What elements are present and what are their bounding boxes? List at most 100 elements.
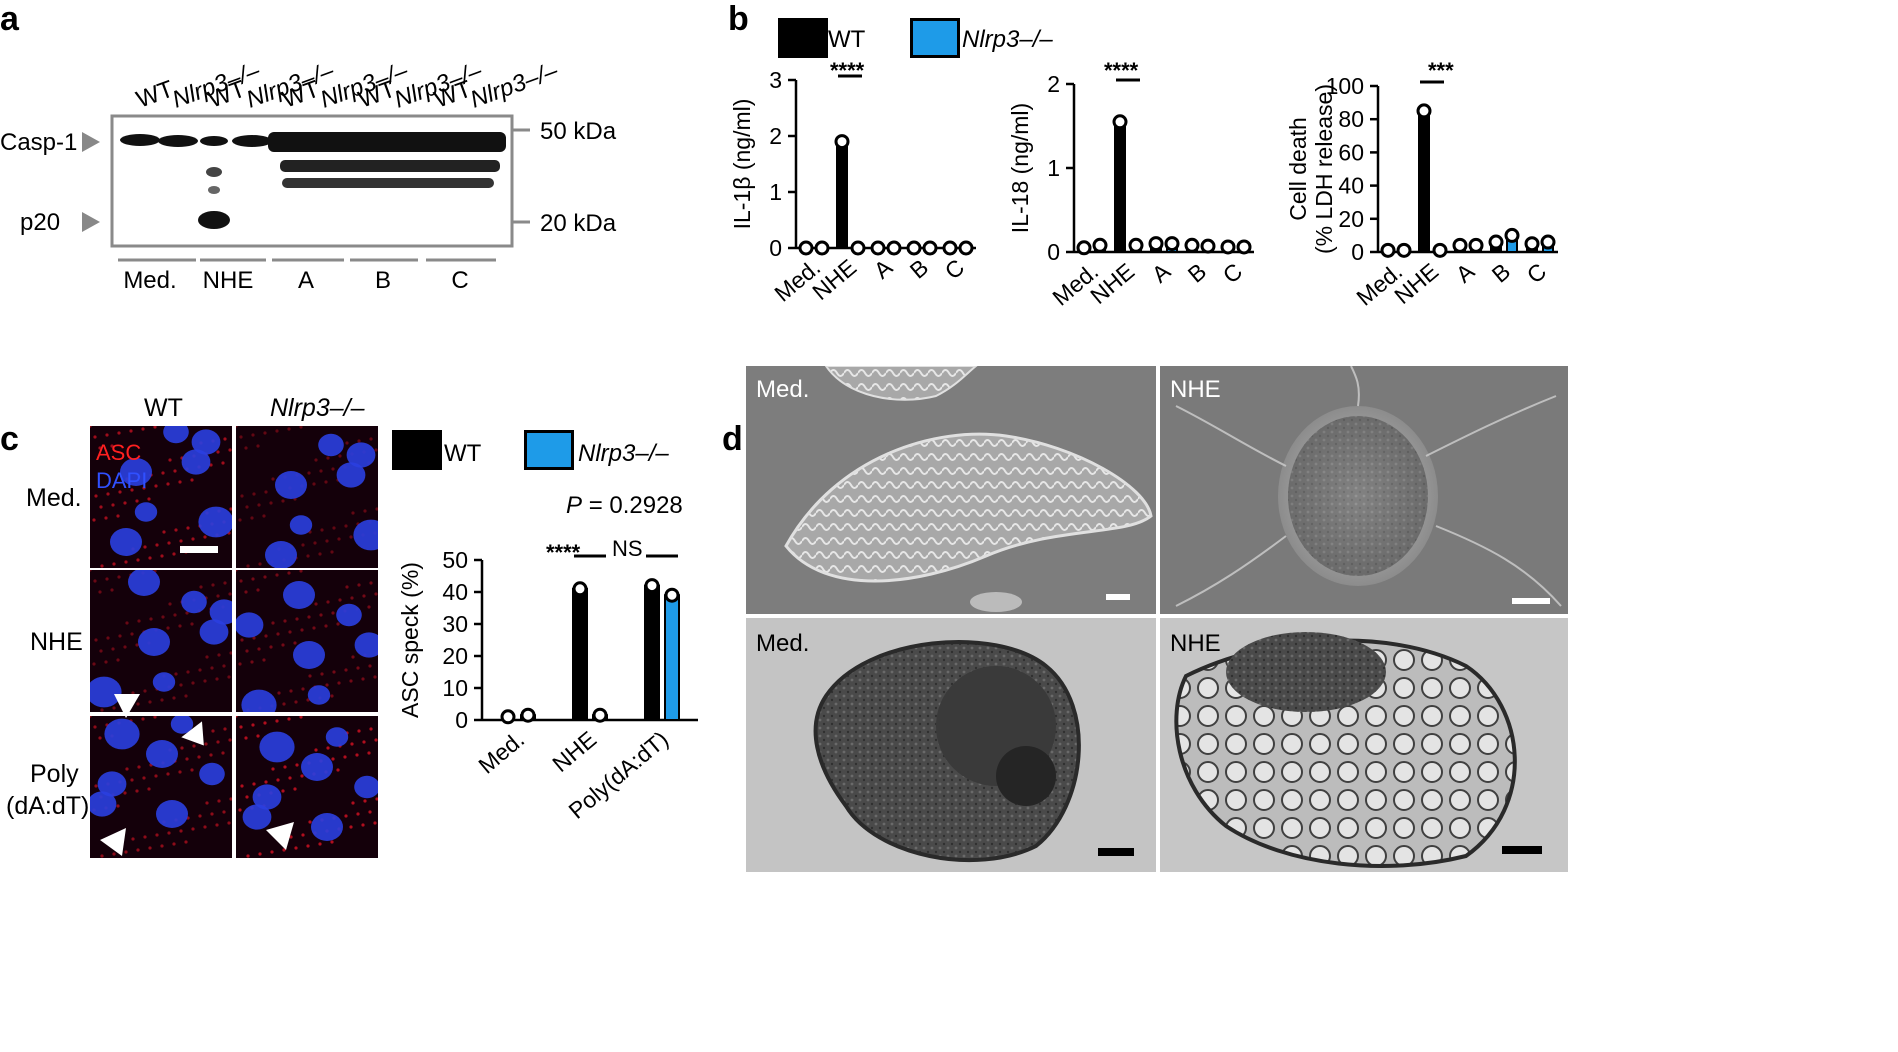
y-tick-label: 40 [442,579,468,605]
data-point [1112,114,1128,130]
data-point [1148,236,1164,252]
column-label-wt: WT [144,394,183,422]
significance-label: NS [612,536,643,561]
data-point [1504,227,1520,243]
band-label-p20: p20 [20,209,60,236]
y-tick-label: 20 [1338,206,1364,232]
significance-label: **** [546,540,581,565]
y-tick-label: 1 [769,179,782,205]
asc-micrograph [90,716,232,858]
asc-micrograph [90,570,232,712]
x-tick-label: C [1218,258,1247,289]
y-tick-label: 80 [1338,106,1364,132]
legend-swatch-wt-c [392,430,442,470]
scale-bar [180,546,218,553]
x-tick-label: C [940,254,969,285]
y-axis-label: IL-18 (ng/ml) [1007,103,1033,233]
data-point [1416,103,1432,119]
image-label-sem-nhe: NHE [1170,376,1221,403]
y-axis-label: ASC speck (%) [397,562,423,718]
data-point [644,578,660,594]
x-tick-label: B [1183,258,1211,288]
data-point [798,240,814,256]
x-tick-label: NHE [807,254,861,305]
asc-micrograph [236,426,378,568]
data-point [1092,237,1108,253]
group-label: B [375,267,391,294]
data-point [942,240,958,256]
data-point [834,134,850,150]
legend-label-wt-c: WT [444,440,482,467]
significance-label: **** [830,58,865,83]
row-label-nhe: NHE [30,628,83,656]
x-tick-label: C [1522,258,1551,289]
data-point [1200,238,1216,254]
data-point [500,709,516,725]
data-point [906,240,922,256]
data-point [1220,239,1236,255]
y-tick-label: 0 [1351,239,1364,265]
group-label: A [298,267,314,294]
data-point [1468,237,1484,253]
row-label-med: Med. [26,484,82,512]
marker-50: 50 kDa [540,118,617,145]
y-tick-label: 2 [1047,71,1060,97]
panel-letter-b: b [728,0,749,38]
casp1-arrow-icon [82,132,100,152]
western-blot-figure: WT Nlrp3–/– WT Nlrp3–/– WT Nlrp3–/– WT N… [0,57,617,294]
column-label-nlrp3: Nlrp3–/– [270,394,365,422]
bar [664,594,680,722]
legend-swatch-nlrp3 [910,18,960,58]
arrowhead-icon [114,694,140,718]
group-label: C [451,267,468,294]
tem-nhe-image [1160,618,1568,872]
data-point [1164,236,1180,252]
data-point [592,707,608,723]
row-label-dadt: (dA:dT) [6,792,90,820]
data-point [814,240,830,256]
x-tick-label: NHE [1085,258,1139,309]
stain-label-dapi: DAPI [96,468,148,493]
data-point [520,707,536,723]
panel-letter-c: c [0,420,19,458]
data-point [922,240,938,256]
y-axis-label: Cell death [1285,117,1311,221]
row-label-poly: Poly [30,760,79,788]
panel-letter-a: a [0,0,19,38]
x-tick-label: B [905,254,933,284]
arrowhead-icon [266,822,294,850]
data-point [850,240,866,256]
data-point [1540,234,1556,250]
band-label-casp1: Casp-1 [0,129,77,156]
legend-label-nlrp3-c: Nlrp3–/– [578,440,669,467]
arrowhead-icon [178,890,206,918]
y-tick-label: 0 [769,235,782,261]
data-point [1380,242,1396,258]
y-axis-label-2: (% LDH release) [1311,84,1337,254]
x-tick-label: B [1487,258,1515,288]
x-tick-label: A [1451,257,1480,287]
y-tick-label: 0 [455,707,468,733]
arrowhead-icon [346,870,368,894]
tem-med-image [746,618,1156,872]
y-tick-label: 20 [442,643,468,669]
y-tick-label: 1 [1047,155,1060,181]
sem-nhe-image [1160,366,1568,614]
bar [1418,109,1430,254]
y-tick-label: 30 [442,611,468,637]
legend-swatch-wt [778,18,828,58]
legend-label-wt: WT [828,26,866,53]
p-value-text: = 0.2928 [588,492,683,519]
data-point [1452,237,1468,253]
legend-swatch-nlrp3-c [524,430,574,470]
bar [572,587,588,721]
casp1-bands [120,132,506,229]
y-tick-label: 40 [1338,173,1364,199]
group-label: Med. [123,267,176,294]
lane-labels: WT Nlrp3–/– WT Nlrp3–/– WT Nlrp3–/– WT N… [133,57,562,114]
y-axis-label: IL-1β (ng/ml) [729,99,755,230]
image-label-tem-med: Med. [756,630,810,657]
